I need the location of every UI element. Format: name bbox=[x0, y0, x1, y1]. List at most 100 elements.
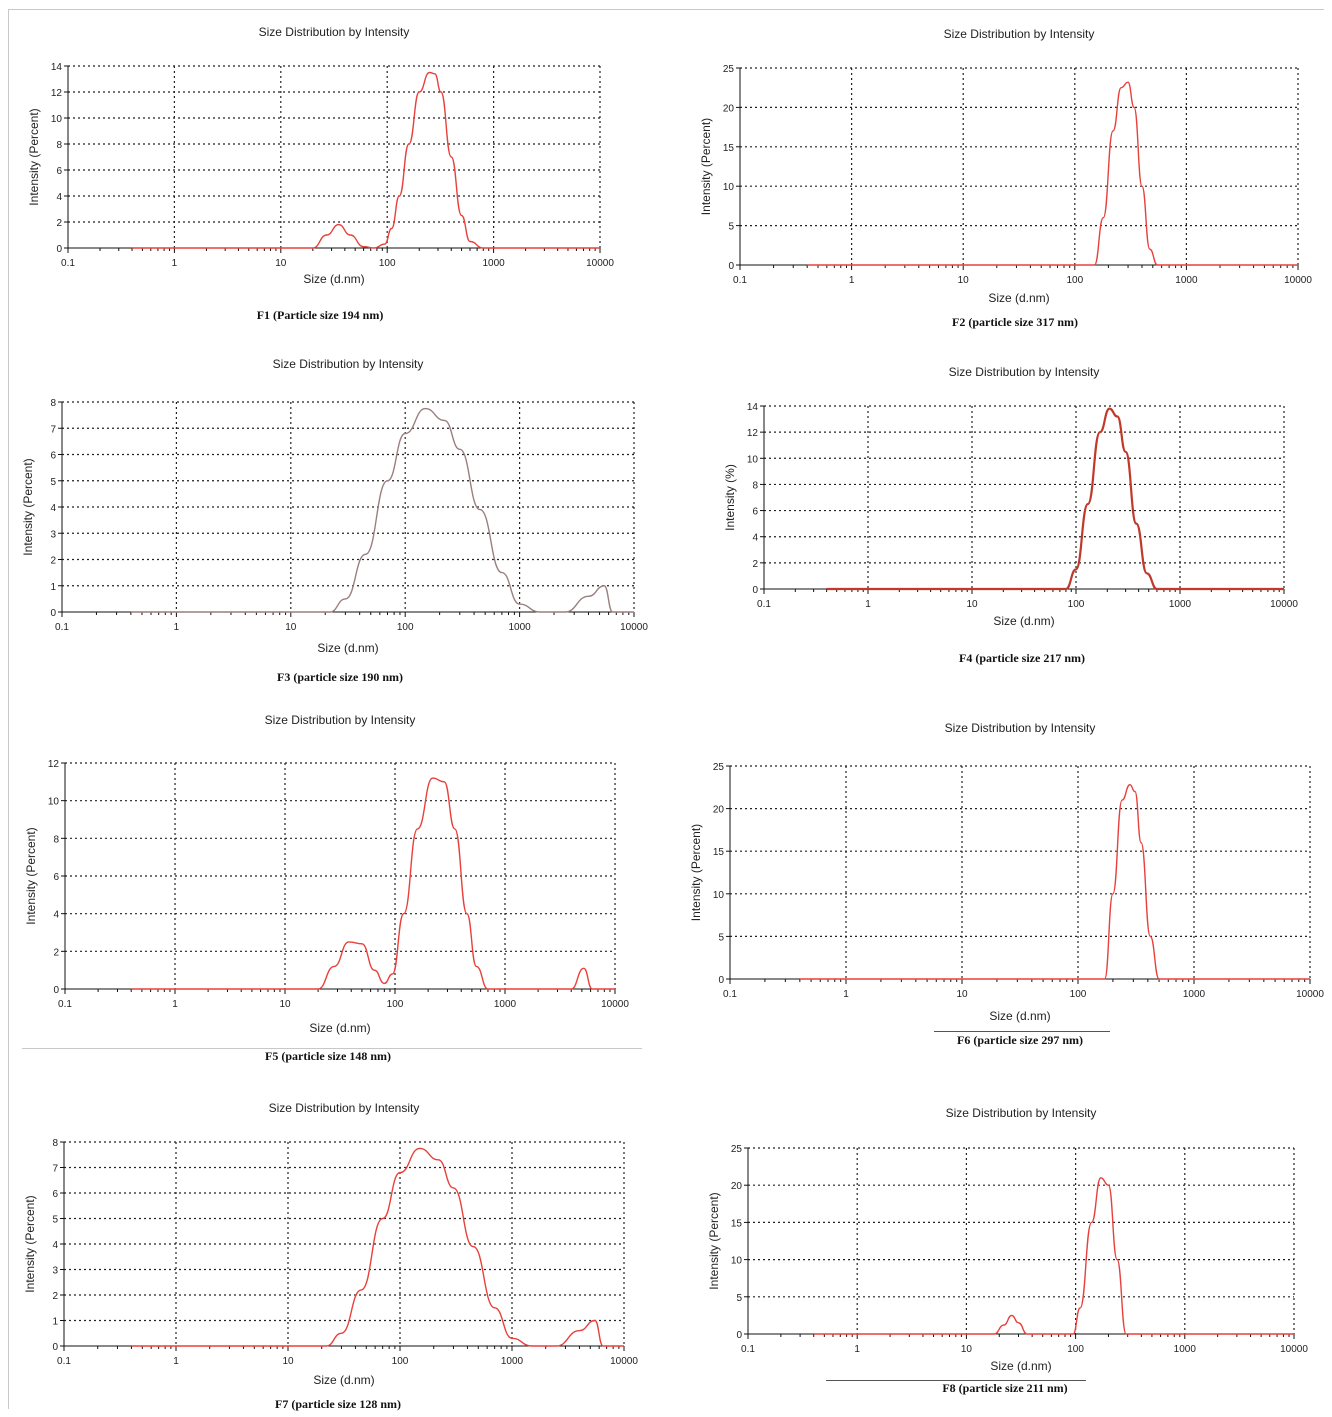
x-tick-label: 1000 bbox=[1169, 599, 1192, 610]
y-tick-label: 10 bbox=[713, 890, 725, 901]
x-tick-label: 1 bbox=[854, 1344, 860, 1355]
x-tick-label: 10 bbox=[285, 622, 297, 633]
chart-f1: Size Distribution by Intensity0246810121… bbox=[20, 18, 640, 298]
y-tick-label: 5 bbox=[728, 222, 734, 233]
y-tick-label: 10 bbox=[48, 797, 60, 808]
x-tick-label: 1000 bbox=[482, 258, 505, 269]
x-tick-label: 0.1 bbox=[723, 989, 737, 1000]
caption-f1: F1 (Particle size 194 nm) bbox=[160, 308, 480, 323]
chart-f4: Size Distribution by Intensity 0 2 4 6 8 10 12 1… bbox=[700, 360, 1320, 635]
y-tick-label: 12 bbox=[747, 428, 759, 439]
chart-title: Size Distribution by Intensity bbox=[269, 1101, 420, 1115]
chart-title: Size Distribution by Intensity bbox=[944, 27, 1095, 41]
x-tick-label: 1 bbox=[865, 599, 871, 610]
caption-rule-f6 bbox=[934, 1031, 1110, 1032]
x-tick-label: 10 bbox=[275, 258, 287, 269]
y-tick-label: 6 bbox=[53, 872, 59, 883]
y-tick-label: 20 bbox=[731, 1181, 743, 1192]
x-tick-label: 1000 bbox=[508, 622, 531, 633]
y-axis-title: Intensity (Percent) bbox=[23, 1195, 37, 1292]
x-tick-label: 0.1 bbox=[61, 258, 75, 269]
x-axis-title: Size (d.nm) bbox=[990, 1359, 1051, 1373]
y-tick-label: 8 bbox=[56, 140, 62, 151]
y-tick-label: 3 bbox=[50, 529, 56, 540]
x-tick-label: 10 bbox=[956, 989, 968, 1000]
y-axis-title: Intensity (Percent) bbox=[27, 108, 41, 205]
y-tick-label: 8 bbox=[53, 834, 59, 845]
y-tick-label: 0 bbox=[752, 585, 758, 596]
y-tick-label: 4 bbox=[56, 192, 62, 203]
x-tick-label: 1 bbox=[173, 1356, 179, 1367]
y-axis-title: Intensity (Percent) bbox=[24, 827, 38, 924]
y-axis-title: Intensity (Percent) bbox=[699, 118, 713, 215]
y-tick-label: 4 bbox=[52, 1240, 58, 1251]
x-tick-label: 1000 bbox=[1175, 275, 1198, 286]
y-tick-label: 7 bbox=[50, 424, 56, 435]
x-tick-label: 10 bbox=[279, 999, 291, 1010]
y-tick-label: 14 bbox=[747, 402, 759, 413]
x-tick-label: 0.1 bbox=[55, 622, 69, 633]
chart-panel-f6: Size Distribution by Intensity 0 5 10 15 20 25… bbox=[690, 714, 1330, 1026]
x-tick-label: 10000 bbox=[1270, 599, 1298, 610]
y-tick-label: 2 bbox=[56, 218, 62, 229]
x-axis-title: Size (d.nm) bbox=[988, 291, 1049, 305]
caption-f5: F5 (particle size 148 nm) bbox=[168, 1049, 488, 1064]
x-tick-label: 100 bbox=[392, 1356, 409, 1367]
y-tick-label: 0 bbox=[52, 1342, 58, 1353]
x-tick-label: 100 bbox=[1068, 599, 1085, 610]
y-tick-label: 20 bbox=[723, 103, 735, 114]
chart-title: Size Distribution by Intensity bbox=[949, 365, 1100, 379]
x-tick-label: 10000 bbox=[586, 258, 614, 269]
x-tick-label: 10000 bbox=[620, 622, 648, 633]
chart-title: Size Distribution by Intensity bbox=[265, 713, 416, 727]
x-tick-label: 10 bbox=[966, 599, 978, 610]
x-tick-label: 10000 bbox=[610, 1356, 638, 1367]
x-tick-label: 1000 bbox=[501, 1356, 524, 1367]
x-axis-title: Size (d.nm) bbox=[313, 1373, 374, 1387]
chart-f6: Size Distribution by Intensity0510152025… bbox=[690, 714, 1330, 1026]
y-tick-label: 5 bbox=[50, 477, 56, 488]
y-tick-label: 2 bbox=[52, 1291, 58, 1302]
x-tick-label: 0.1 bbox=[57, 1356, 71, 1367]
caption-f8: F8 (particle size 211 nm) bbox=[845, 1381, 1165, 1396]
x-tick-label: 1000 bbox=[494, 999, 517, 1010]
x-axis-title: Size (d.nm) bbox=[989, 1009, 1050, 1023]
y-tick-label: 6 bbox=[56, 166, 62, 177]
distribution-curve bbox=[827, 409, 1284, 589]
y-tick-label: 8 bbox=[50, 398, 56, 409]
y-tick-label: 0 bbox=[53, 985, 59, 996]
y-tick-label: 25 bbox=[731, 1144, 743, 1155]
caption-f2: F2 (particle size 317 nm) bbox=[855, 315, 1175, 330]
y-tick-label: 6 bbox=[752, 507, 758, 518]
y-tick-label: 2 bbox=[53, 947, 59, 958]
chart-f5: Size Distribution by Intensity 0 2 4 6 8 10 12 0… bbox=[20, 706, 650, 1038]
caption-f6: F6 (particle size 297 nm) bbox=[860, 1033, 1180, 1048]
distribution-curve bbox=[807, 82, 1298, 265]
y-tick-label: 5 bbox=[52, 1215, 58, 1226]
y-tick-label: 12 bbox=[48, 759, 60, 770]
y-tick-label: 15 bbox=[713, 847, 725, 858]
y-axis-title: Intensity (%) bbox=[723, 464, 737, 531]
y-tick-label: 10 bbox=[51, 114, 63, 125]
distribution-curve bbox=[131, 778, 615, 989]
chart-panel-f7: Size Distribution by Intensity 0 1 2 3 4 5 6 7 8 0… bbox=[20, 1096, 650, 1391]
y-tick-label: 10 bbox=[723, 182, 735, 193]
x-axis-title: Size (d.nm) bbox=[993, 614, 1054, 628]
y-tick-label: 4 bbox=[752, 533, 758, 544]
x-tick-label: 1 bbox=[172, 258, 178, 269]
chart-f3: Size Distribution by Intensity0123456780… bbox=[20, 350, 650, 662]
y-tick-label: 14 bbox=[51, 62, 63, 73]
x-axis-title: Size (d.nm) bbox=[309, 1021, 370, 1035]
x-tick-label: 10000 bbox=[601, 999, 629, 1010]
y-tick-label: 10 bbox=[731, 1256, 743, 1267]
x-tick-label: 10000 bbox=[1296, 989, 1324, 1000]
y-tick-label: 20 bbox=[713, 805, 725, 816]
y-tick-label: 6 bbox=[50, 451, 56, 462]
x-tick-label: 1 bbox=[172, 999, 178, 1010]
y-axis-title: Intensity (Percent) bbox=[689, 824, 703, 921]
chart-title: Size Distribution by Intensity bbox=[946, 1106, 1097, 1120]
y-tick-label: 5 bbox=[718, 932, 724, 943]
y-tick-label: 3 bbox=[52, 1266, 58, 1277]
y-axis-title: Intensity (Percent) bbox=[21, 458, 35, 555]
y-tick-label: 7 bbox=[52, 1164, 58, 1175]
